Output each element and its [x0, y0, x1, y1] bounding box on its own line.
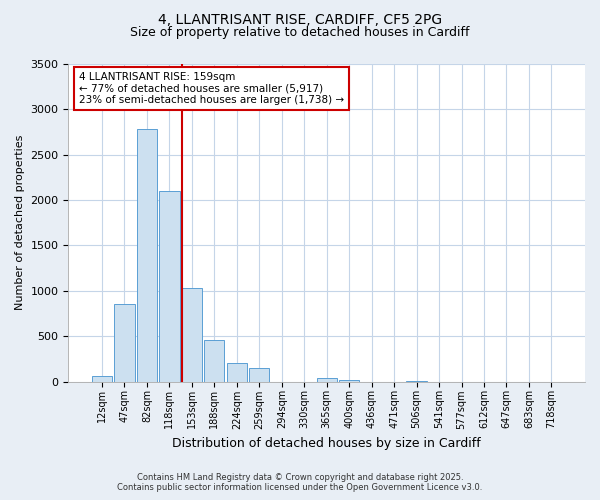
Text: Size of property relative to detached houses in Cardiff: Size of property relative to detached ho… [130, 26, 470, 39]
Text: Contains HM Land Registry data © Crown copyright and database right 2025.
Contai: Contains HM Land Registry data © Crown c… [118, 473, 482, 492]
Bar [204, 340, 224, 382]
Bar [339, 380, 359, 382]
Bar [227, 364, 247, 382]
Text: 4, LLANTRISANT RISE, CARDIFF, CF5 2PG: 4, LLANTRISANT RISE, CARDIFF, CF5 2PG [158, 12, 442, 26]
Bar [137, 130, 157, 382]
Text: 4 LLANTRISANT RISE: 159sqm
← 77% of detached houses are smaller (5,917)
23% of s: 4 LLANTRISANT RISE: 159sqm ← 77% of deta… [79, 72, 344, 105]
Bar [159, 191, 179, 382]
Bar [92, 376, 112, 382]
Bar [115, 304, 134, 382]
Bar [317, 378, 337, 382]
Bar [182, 288, 202, 382]
Bar [249, 368, 269, 382]
Y-axis label: Number of detached properties: Number of detached properties [15, 135, 25, 310]
X-axis label: Distribution of detached houses by size in Cardiff: Distribution of detached houses by size … [172, 437, 481, 450]
